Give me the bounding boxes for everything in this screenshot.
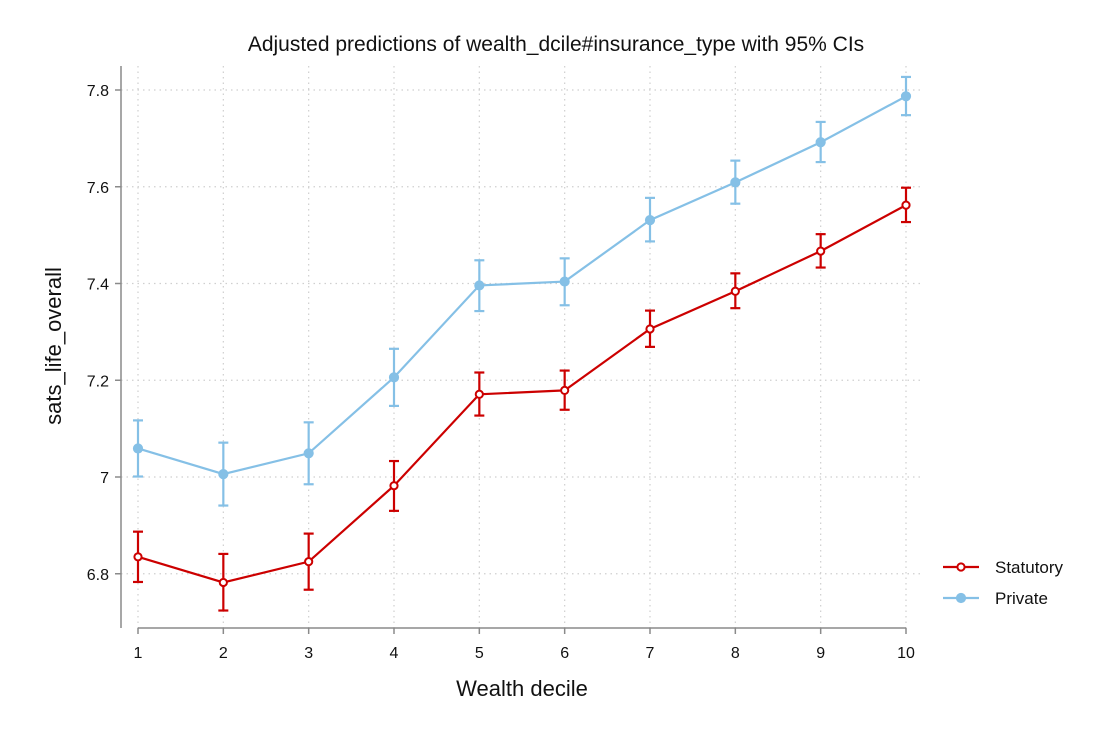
x-tick-label: 8 <box>731 645 740 662</box>
y-tick-label: 7.6 <box>87 180 109 197</box>
data-point <box>815 137 826 148</box>
series-line <box>137 95 907 476</box>
data-point <box>900 91 912 102</box>
data-point <box>901 200 911 210</box>
data-point <box>474 389 484 399</box>
data-point <box>560 385 570 396</box>
legend-marker <box>956 562 966 572</box>
data-point <box>218 577 228 588</box>
x-tick-label: 3 <box>304 645 313 662</box>
x-tick-label: 6 <box>560 645 569 662</box>
x-tick-label: 4 <box>390 645 399 662</box>
x-tick-label: 5 <box>475 645 484 662</box>
data-point <box>303 448 314 459</box>
data-point <box>816 246 826 256</box>
series-private <box>132 75 912 507</box>
data-point <box>644 215 656 226</box>
legend-item-statutory: Statutory <box>943 558 1064 577</box>
series-line <box>137 204 907 584</box>
data-point <box>133 552 143 562</box>
y-axis-title: sats_life_overall <box>41 267 66 425</box>
x-tick-label: 1 <box>134 645 143 662</box>
legend-item-private: Private <box>943 589 1048 608</box>
data-point <box>304 557 314 567</box>
data-point <box>218 468 229 480</box>
data-point <box>730 177 741 188</box>
data-point <box>474 280 485 291</box>
data-point <box>389 481 399 491</box>
chart-title: Adjusted predictions of wealth_dcile#ins… <box>248 33 864 56</box>
y-tick-label: 7.2 <box>87 373 109 390</box>
data-point <box>388 372 400 383</box>
data-point <box>132 443 144 454</box>
y-tick-label: 7.4 <box>87 277 109 294</box>
data-point <box>730 286 740 296</box>
series-layer <box>132 75 912 612</box>
y-tick-label: 7 <box>100 470 109 487</box>
data-point <box>559 276 570 287</box>
legend-label: Statutory <box>995 558 1064 577</box>
y-tick-label: 7.8 <box>87 83 109 100</box>
legend-marker <box>955 592 967 604</box>
x-axis-title: Wealth decile <box>456 676 588 701</box>
legend: Statutory Private <box>943 558 1064 608</box>
y-tick-label: 6.8 <box>87 567 109 584</box>
legend-label: Private <box>995 589 1048 608</box>
data-point <box>645 324 655 334</box>
x-tick-label: 10 <box>897 645 915 662</box>
x-tick-label: 7 <box>646 645 655 662</box>
x-tick-label: 2 <box>219 645 228 662</box>
series-statutory <box>133 186 911 612</box>
axes: 6.8 7 7.2 7.4 7.6 7.8 1 2 3 4 5 6 7 8 9 10 <box>87 66 915 662</box>
x-tick-label: 9 <box>816 645 825 662</box>
